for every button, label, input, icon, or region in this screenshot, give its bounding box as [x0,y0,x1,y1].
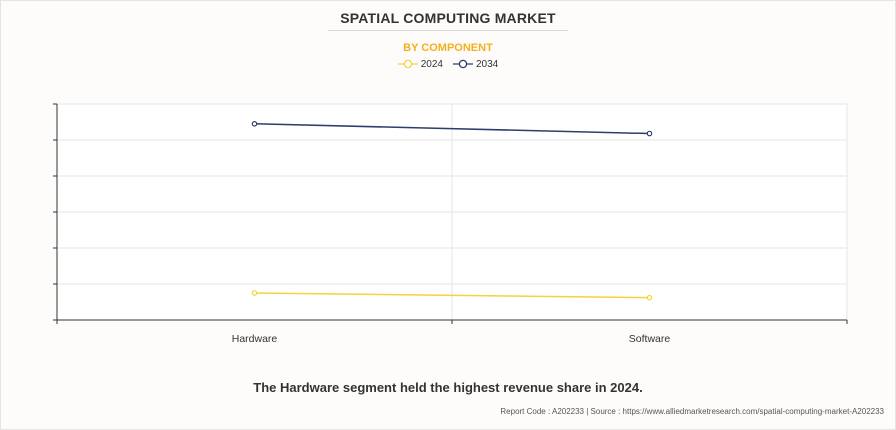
data-point-2024-hardware [251,290,258,296]
legend-label-2034: 2034 [476,58,499,70]
chart-caption: The Hardware segment held the highest re… [253,380,643,395]
legend-item-2024[interactable]: 2024 [397,58,443,70]
legend-label-2024: 2024 [420,58,443,70]
source-footer: Report Code : A202233 | Source : https:/… [500,407,884,416]
x-tick-label-hardware: Hardware [232,333,278,345]
legend: 2024 2034 [0,58,896,70]
chart-subtitle: BY COMPONENT [403,42,493,54]
x-tick-label-software: Software [629,333,671,345]
chart-title: SPATIAL COMPUTING MARKET [340,10,556,26]
title-divider [328,30,568,31]
data-point-2034-hardware [251,121,258,127]
legend-swatch-2024 [397,59,418,69]
legend-swatch-2034 [453,59,473,69]
data-point-2034-software [646,130,653,137]
data-point-2024-software [646,294,653,301]
series-line-2024 [254,292,650,299]
legend-item-2034[interactable]: 2034 [453,58,498,70]
series-line-2034 [254,123,650,135]
